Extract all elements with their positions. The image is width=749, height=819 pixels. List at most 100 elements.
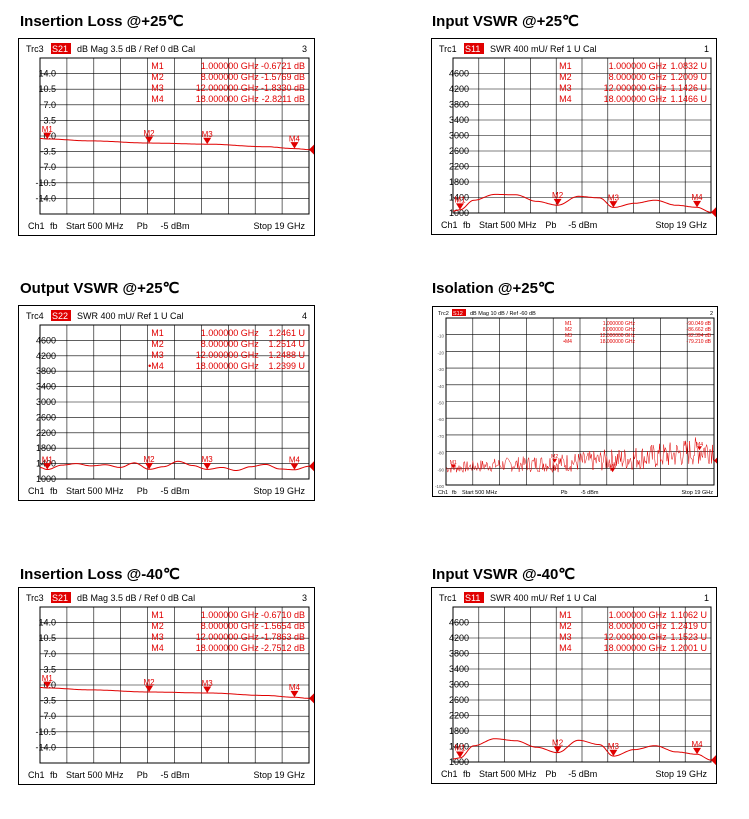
- marker-table-name: M2: [559, 621, 572, 631]
- marker-table-value: -92.394 dB: [687, 333, 712, 339]
- footer-channel: Ch1: [28, 221, 45, 231]
- trace-label: Trc3: [26, 593, 44, 603]
- y-tick-label: 1800: [449, 177, 469, 187]
- footer-start: Start 500 MHz: [479, 769, 537, 779]
- footer-fb: fb: [50, 221, 58, 231]
- reference-triangle: [309, 693, 314, 704]
- marker-table-value: -0.6710 dB: [261, 610, 305, 620]
- trace-number: 1: [704, 593, 709, 603]
- param-label: S11: [465, 593, 480, 603]
- marker-table-freq: 8.000000 GHz: [201, 72, 260, 82]
- marker-table-freq: 12.000000 GHz: [196, 632, 260, 642]
- chart-title-input-vswr-m40: Input VSWR @-40℃: [432, 566, 576, 583]
- marker-symbol: [609, 201, 618, 208]
- y-tick-label: -100: [435, 484, 445, 489]
- marker-table-freq: 8.000000 GHz: [603, 327, 636, 333]
- header-scale-label: dB Mag 3.5 dB / Ref 0 dB Cal: [77, 593, 195, 603]
- y-tick-label: 0.0: [43, 131, 56, 141]
- reference-triangle: [309, 461, 314, 472]
- marker-label: M4: [289, 683, 301, 692]
- y-tick-label: -10.5: [35, 727, 56, 737]
- marker-table-freq: 1.000000 GHz: [609, 610, 668, 620]
- marker-table-value: 1.2009 U: [670, 72, 707, 82]
- trace-label: Trc2: [438, 311, 449, 317]
- marker-table-value: -79.210 dB: [687, 339, 712, 345]
- y-tick-label: 4600: [449, 69, 469, 79]
- marker-label: M4: [289, 456, 301, 465]
- y-tick-label: 3400: [449, 115, 469, 125]
- trace-number: 3: [302, 593, 307, 603]
- param-label: S22: [52, 311, 68, 321]
- footer-pb: Pb: [137, 486, 148, 496]
- marker-table-name: M2: [565, 327, 572, 333]
- marker-table-name: M1: [565, 321, 572, 327]
- marker-table-value: 1.2488 U: [268, 350, 305, 360]
- param-badge: [51, 310, 71, 321]
- y-tick-label: 1800: [36, 443, 56, 453]
- marker-label: M1: [42, 674, 54, 683]
- y-tick-label: -30: [437, 367, 444, 372]
- plot-input-vswr-m40: Trc1 S11 SWR 400 mU/ Ref 1 U Cal 1 4600 4200 3…: [431, 587, 717, 784]
- footer-power: -5 dBm: [568, 220, 597, 230]
- param-label: S12: [453, 311, 463, 317]
- y-tick-label: 1000: [36, 474, 56, 484]
- marker-table-name: M4: [151, 94, 164, 104]
- footer-stop: Stop 19 GHz: [253, 486, 305, 496]
- footer-stop: Stop 19 GHz: [253, 221, 305, 231]
- footer-stop: Stop 19 GHz: [655, 769, 707, 779]
- y-tick-label: 3.5: [43, 664, 56, 674]
- param-label: S21: [52, 593, 68, 603]
- marker-label: M2: [143, 129, 155, 138]
- plot-isolation-25: Trc2 S12 dB Mag 10 dB / Ref -60 dB 2 -10 -20 -…: [432, 306, 718, 497]
- plot-input-vswr-25: Trc1 S11 SWR 400 mU/ Ref 1 U Cal 1 4600 4200 3…: [431, 38, 717, 235]
- marker-label: M3: [202, 679, 214, 688]
- marker-symbol: [693, 200, 702, 208]
- marker-table-freq: 18.000000 GHz: [196, 643, 260, 653]
- footer-channel: Ch1: [441, 769, 458, 779]
- y-tick-label: 7.0: [43, 649, 56, 659]
- marker-table-value: 1.1062 U: [670, 610, 707, 620]
- marker-symbol: [203, 686, 212, 693]
- marker-table-value: -2.7512 dB: [261, 643, 305, 653]
- y-tick-label: 10.5: [38, 633, 56, 643]
- y-tick-label: 3000: [449, 131, 469, 141]
- header-scale-label: SWR 400 mU/ Ref 1 U Cal: [490, 593, 597, 603]
- footer-power: -5 dBm: [161, 221, 190, 231]
- marker-table-value: 1.2461 U: [268, 328, 305, 338]
- y-tick-label: -7.0: [40, 711, 56, 721]
- y-tick-label: -20: [437, 350, 444, 355]
- marker-table-name: M1: [559, 610, 572, 620]
- marker-table-name: M3: [559, 632, 572, 642]
- marker-table-name: •M4: [148, 361, 164, 371]
- marker-table-freq: 8.000000 GHz: [609, 72, 668, 82]
- marker-table-name: M1: [559, 61, 572, 71]
- marker-symbol: [43, 681, 52, 688]
- insertion-loss-m40-chart: Trc3 S21 dB Mag 3.5 dB / Ref 0 dB Cal 3 14.0…: [18, 587, 315, 785]
- y-tick-label: -90: [437, 467, 444, 472]
- marker-table-freq: 1.000000 GHz: [201, 610, 260, 620]
- y-tick-label: -14.0: [35, 193, 56, 203]
- header-scale-label: SWR 400 mU/ Ref 1 U Cal: [490, 44, 597, 54]
- marker-label: M4: [691, 193, 703, 202]
- marker-table-value: -1.8330 dB: [261, 83, 305, 93]
- marker-symbol: [203, 137, 212, 145]
- header-scale-label: dB Mag 3.5 dB / Ref 0 dB Cal: [77, 44, 195, 54]
- isolation-25-chart: Trc2 S12 dB Mag 10 dB / Ref -60 dB 2 -10 -20 -…: [432, 306, 718, 497]
- marker-table-name: M1: [151, 61, 164, 71]
- marker-table-value: -2.8211 dB: [262, 94, 305, 104]
- footer-pb: Pb: [137, 770, 148, 780]
- y-tick-label: -60: [437, 417, 444, 422]
- marker-label: M4: [696, 442, 703, 448]
- param-label: S21: [52, 44, 68, 54]
- footer-fb: fb: [50, 486, 58, 496]
- marker-label: M1: [450, 460, 457, 466]
- marker-table-freq: 1.000000 GHz: [603, 321, 636, 327]
- reference-triangle: [711, 207, 716, 218]
- trace-number: 1: [704, 44, 709, 54]
- marker-label: M3: [609, 464, 616, 470]
- marker-symbol: [697, 446, 703, 451]
- footer-stop: Stop 19 GHz: [682, 490, 714, 496]
- chart-title-input-vswr-25: Input VSWR @+25℃: [432, 13, 579, 30]
- marker-symbol: [455, 751, 464, 758]
- y-tick-label: 2200: [449, 162, 469, 172]
